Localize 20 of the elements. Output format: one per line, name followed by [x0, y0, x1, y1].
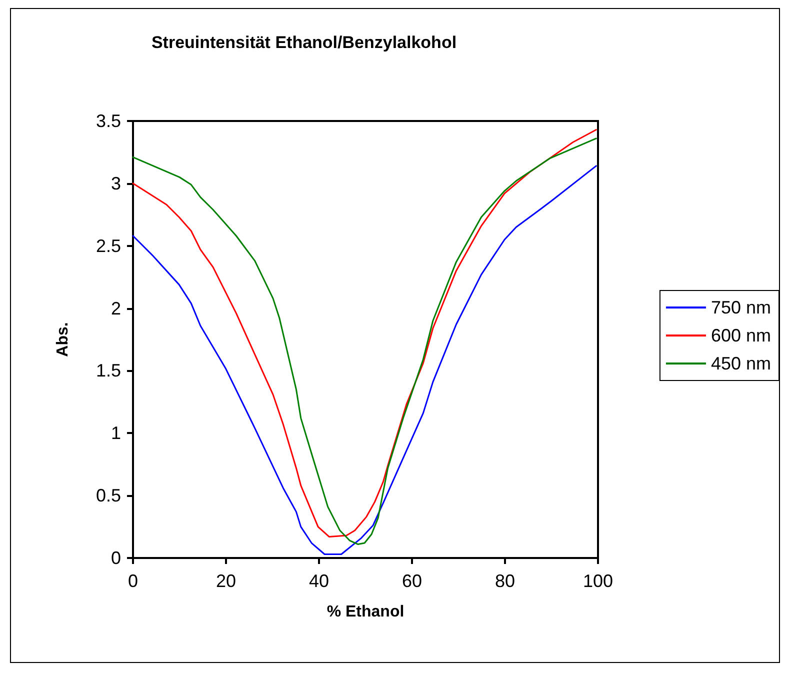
y-tick-label: 0.5 — [96, 486, 121, 506]
y-tick-label: 1 — [110, 423, 121, 444]
y-tick-label: 3 — [110, 173, 121, 194]
x-tick-label: 40 — [308, 571, 330, 591]
x-tick-label: 0 — [128, 571, 138, 591]
y-tick-label: 2.5 — [96, 236, 121, 256]
y-axis-title: Abs. — [54, 322, 72, 357]
x-tick-label: 80 — [494, 571, 516, 591]
chart-title: Streuintensität Ethanol/Benzylalkohol — [151, 33, 457, 52]
x-tick-label: 20 — [216, 571, 236, 591]
y-tick-label: 2 — [110, 298, 121, 318]
legend-label: 450 nm — [710, 354, 772, 374]
y-tick-label: 0 — [110, 548, 121, 568]
x-axis-title: % Ethanol — [326, 604, 404, 620]
y-tick-label: 1.5 — [96, 360, 121, 381]
x-tick-label: 60 — [402, 571, 422, 591]
legend-label: 750 nm — [710, 298, 772, 318]
x-tick-label: 100 — [582, 571, 614, 591]
legend-label: 600 nm — [710, 326, 772, 346]
y-tick-label: 3.5 — [96, 111, 121, 131]
